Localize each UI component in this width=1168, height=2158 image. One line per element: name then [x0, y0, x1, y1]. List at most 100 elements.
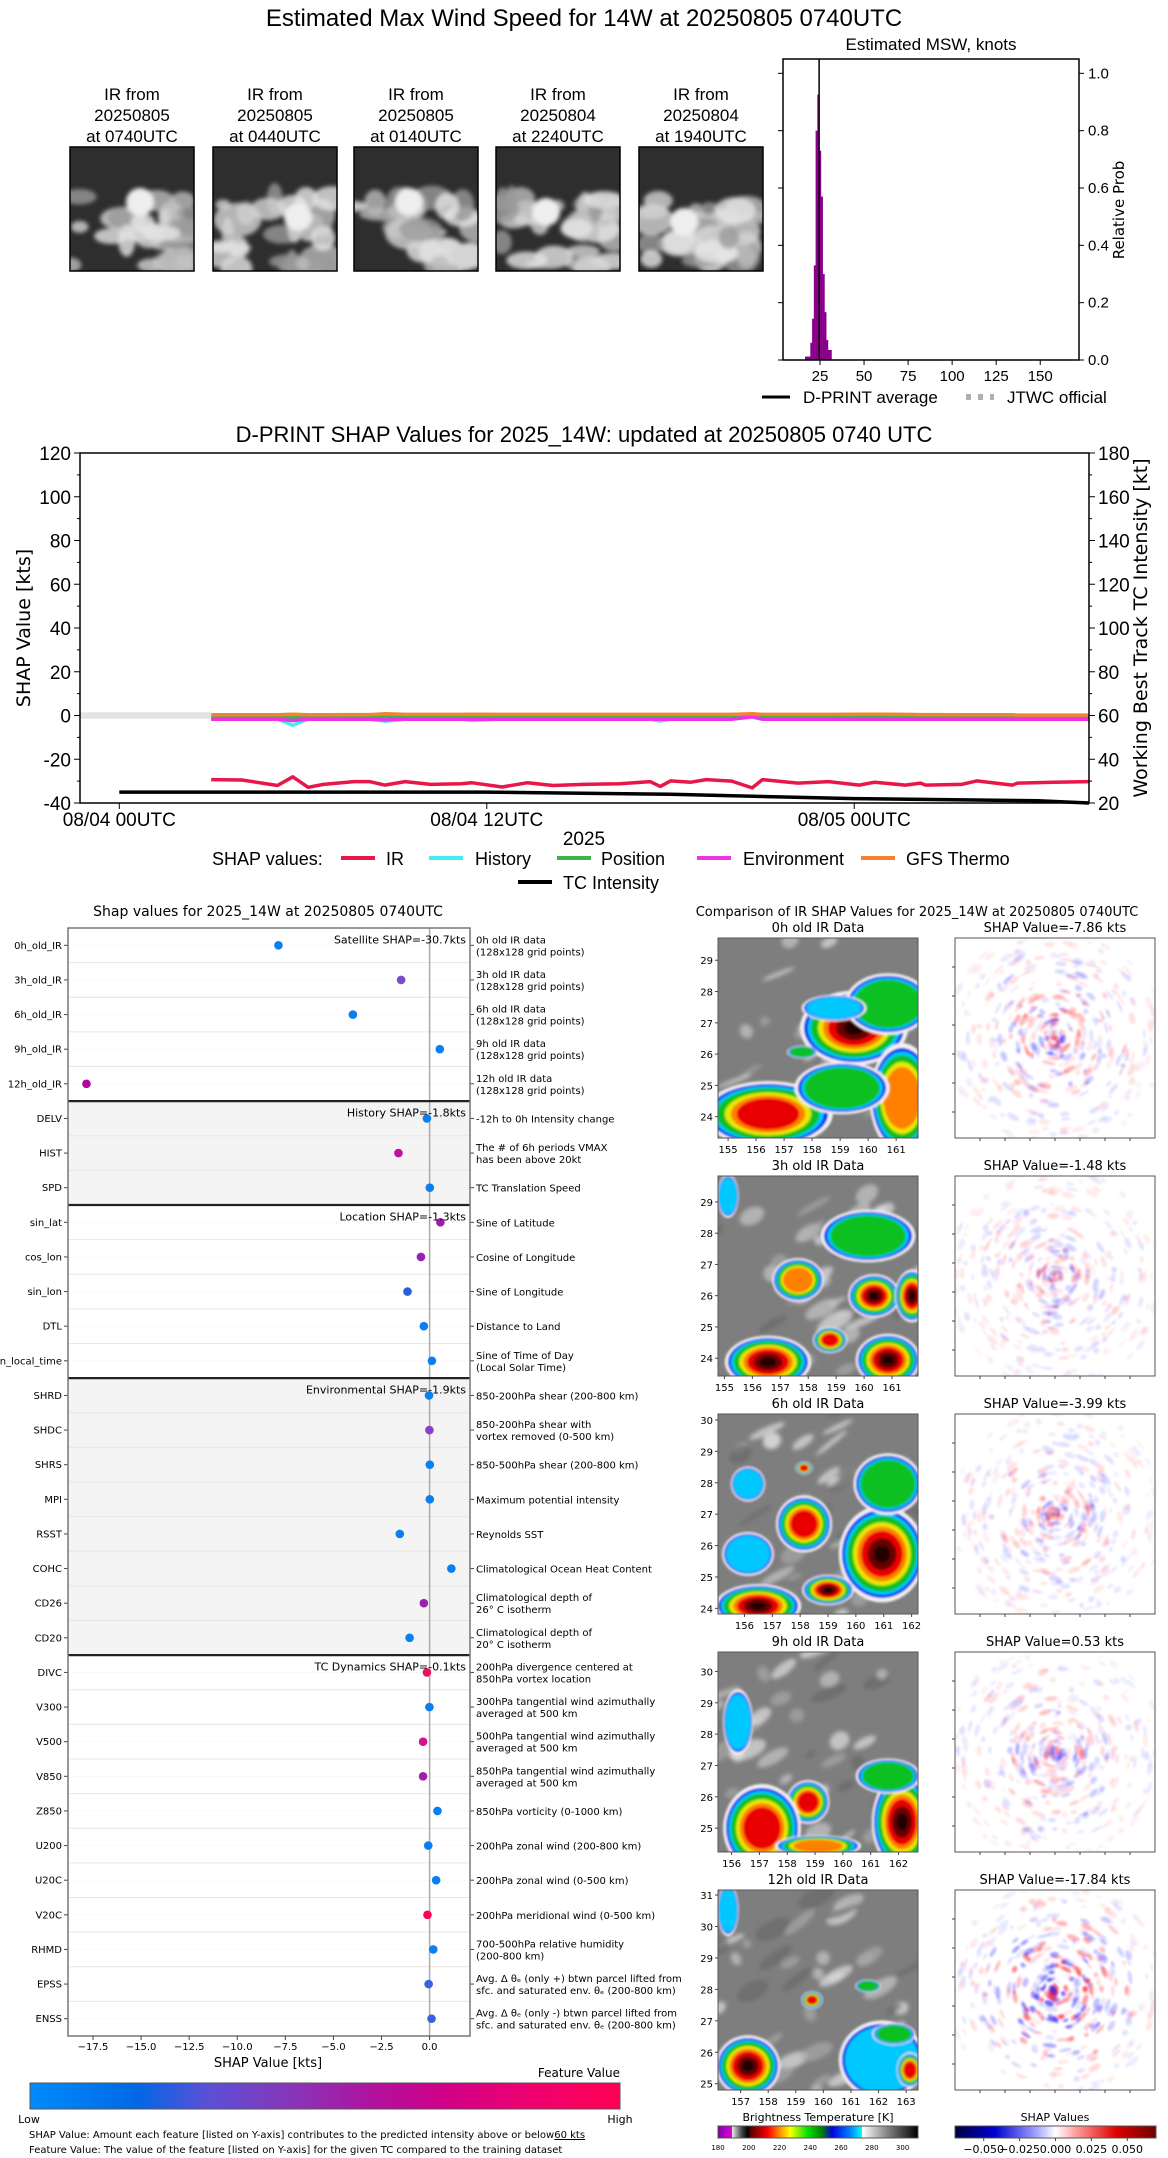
shap-dot — [425, 1460, 435, 1469]
shap-dot — [403, 1287, 412, 1296]
histogram-bar — [826, 339, 829, 360]
histogram-bar — [805, 356, 808, 360]
zero-band — [80, 712, 212, 719]
y-right-tick-label: 180 — [1098, 444, 1130, 465]
shap-timeseries-chart: D-PRINT SHAP Values for 2025_14W: update… — [13, 422, 1152, 893]
legend-title: SHAP values: — [212, 849, 323, 869]
thumbnail-date: 20250805 — [237, 106, 313, 125]
feature-description: 6h old IR data — [476, 1005, 546, 1016]
shap-dot — [416, 1252, 426, 1262]
shap-dot — [427, 1356, 437, 1366]
bt-tick-label: 240 — [804, 2144, 817, 2152]
lon-tick-label: 159 — [831, 1145, 850, 1156]
feature-description: 850-200hPa shear (200-800 km) — [476, 1391, 639, 1402]
feature-description: TC Translation Speed — [475, 1184, 581, 1195]
feature-colorbar-title: Feature Value — [538, 2066, 620, 2080]
lat-tick-label: 28 — [700, 1229, 713, 1240]
thumbnail-time: at 2240UTC — [512, 127, 604, 146]
lat-tick-label: 29 — [700, 1447, 713, 1458]
lat-tick-label: 28 — [700, 988, 713, 999]
thumbnail-label: IR from — [530, 85, 586, 104]
lat-tick-label: 26 — [700, 1542, 713, 1553]
y-tick-label: 0.8 — [1088, 123, 1109, 140]
series-line-gfs-thermo — [211, 712, 1089, 717]
thumbnail-time: at 0140UTC — [370, 127, 462, 146]
feature-description: The # of 6h periods VMAX — [475, 1143, 608, 1154]
shap-dot — [424, 1391, 434, 1400]
lon-tick-label: 159 — [806, 1859, 825, 1870]
lat-tick-label: 30 — [700, 1922, 713, 1933]
shap-dot — [435, 1044, 445, 1054]
feature-label: cos_lon — [25, 1252, 62, 1263]
group-shap-label: TC Dynamics SHAP=-0.1kts — [314, 1660, 467, 1673]
feature-label: SPD — [42, 1183, 62, 1194]
tc-intensity-line — [119, 790, 1090, 805]
thumbnail-label: IR from — [388, 85, 444, 104]
bt-tick-label: 200 — [742, 2144, 755, 2152]
shap-dot — [419, 1598, 429, 1608]
feature-label: V500 — [36, 1737, 62, 1748]
histogram-bar — [822, 274, 825, 360]
lon-tick-label: 158 — [778, 1859, 797, 1870]
feature-description: Cosine of Longitude — [476, 1253, 575, 1264]
feature-label: U200 — [36, 1841, 62, 1852]
thumbnail-time: at 0440UTC — [229, 127, 321, 146]
bt-colorbar-title: Brightness Temperature [K] — [742, 2111, 893, 2124]
shap-dot — [418, 1772, 428, 1781]
x-tick-label: −12.5 — [174, 2042, 205, 2053]
shap-dot — [423, 1910, 432, 1920]
thumbnail-date: 20250805 — [94, 106, 170, 125]
feature-description: (128x128 grid points) — [476, 1017, 585, 1028]
feature-description: 200hPa zonal wind (0-500 km) — [476, 1876, 629, 1887]
ir-shap-comparison: Comparison of IR SHAP Values for 2025_14… — [696, 905, 1157, 2156]
lon-tick-label: 160 — [859, 1145, 878, 1156]
lat-tick-label: 25 — [700, 1573, 713, 1584]
ir-thumbnail-image — [639, 147, 763, 271]
lat-tick-label: 29 — [700, 1954, 713, 1965]
lat-tick-label: 29 — [700, 1198, 713, 1209]
y-tick-label: 1.0 — [1088, 65, 1109, 82]
y-tick-label: 20 — [50, 663, 71, 684]
x-tick-label: −2.5 — [369, 2042, 393, 2053]
histogram-bar — [810, 342, 813, 360]
bt-tick-label: 220 — [773, 2144, 786, 2152]
lon-tick-label: 158 — [803, 1145, 822, 1156]
note-shap-value: SHAP Value: Amount each feature [listed … — [29, 2130, 554, 2141]
x-tick-label: −7.5 — [273, 2042, 297, 2053]
ir-thumbnail-image — [496, 147, 620, 271]
x-tick-label: 25 — [812, 368, 829, 385]
lat-tick-label: 25 — [700, 1323, 713, 1334]
ir-panel-title: 9h old IR Data — [772, 1635, 865, 1650]
feature-description: averaged at 500 km — [476, 1744, 578, 1755]
lon-tick-label: 162 — [902, 1621, 921, 1632]
histogram-bar — [812, 318, 815, 360]
feature-description: vortex removed (0-500 km) — [476, 1432, 614, 1443]
lon-tick-label: 157 — [731, 2097, 750, 2108]
feature-description: (128x128 grid points) — [476, 947, 585, 958]
shap-tick-label: 0.050 — [1112, 2143, 1144, 2156]
legend-jtwc-label: JTWC official — [1007, 388, 1107, 407]
histogram-frame — [782, 58, 1080, 361]
lon-tick-label: 156 — [735, 1621, 754, 1632]
y-right-tick-label: 120 — [1098, 575, 1130, 596]
shap-colorbar-title: SHAP Values — [1021, 2111, 1090, 2124]
lat-tick-label: 27 — [700, 1260, 713, 1271]
feature-label: DIVC — [38, 1668, 62, 1679]
colorbar-low-label: Low — [18, 2113, 40, 2126]
group-shap-label: Location SHAP=-1.3kts — [339, 1210, 466, 1223]
lat-tick-label: 24 — [700, 1604, 713, 1615]
feature-label: V300 — [36, 1703, 62, 1714]
ir-thumbnail-image — [354, 147, 478, 271]
y-tick-label: 60 — [50, 575, 71, 596]
shap-panel-title: SHAP Value=-17.84 kts — [980, 1873, 1131, 1888]
feature-description: (128x128 grid points) — [476, 1051, 585, 1062]
feature-description: has been above 20kt — [476, 1155, 581, 1166]
feature-description: 500hPa tangential wind azimuthally — [476, 1732, 655, 1743]
lon-tick-label: 161 — [874, 1621, 893, 1632]
y-tick-label: 0.4 — [1088, 237, 1109, 254]
feature-value-colorbar — [29, 2082, 621, 2110]
shap-dot — [82, 1079, 91, 1089]
lat-tick-label: 26 — [700, 1050, 713, 1061]
lat-tick-label: 25 — [700, 1081, 713, 1092]
feature-label: Z850 — [36, 1806, 62, 1817]
